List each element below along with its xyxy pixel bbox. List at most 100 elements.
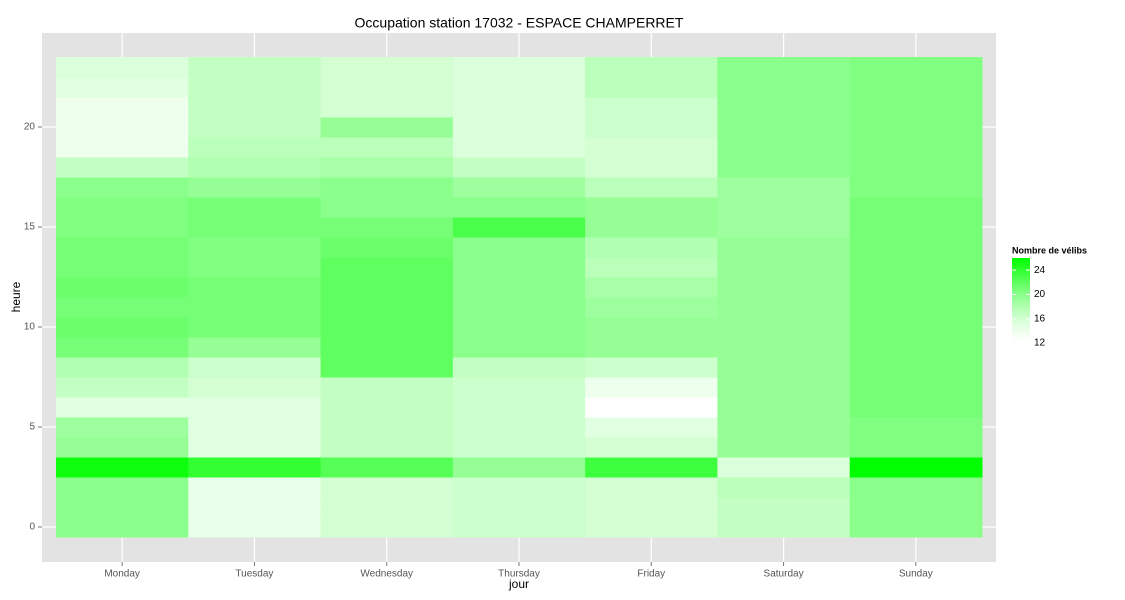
heat-cell <box>585 477 718 498</box>
heat-cell <box>849 77 983 98</box>
heat-cell <box>585 457 718 478</box>
colorbar-segment <box>1012 315 1030 318</box>
heat-cell <box>717 217 851 238</box>
heat-cell <box>452 117 586 138</box>
colorbar-segment <box>1012 264 1030 267</box>
colorbar-segment <box>1012 306 1030 310</box>
heat-cell <box>717 377 851 398</box>
heat-cell <box>56 217 189 238</box>
heat-cell <box>56 157 189 178</box>
heat-cell <box>585 257 718 278</box>
heat-cell <box>452 477 586 498</box>
heat-cell <box>56 357 189 378</box>
heat-cell <box>320 217 454 238</box>
heat-cell <box>452 57 586 78</box>
y-tick-label: 5 <box>29 422 35 433</box>
colorbar-segment <box>1012 296 1030 299</box>
heat-cell <box>320 237 454 258</box>
heat-cell <box>717 97 851 118</box>
heat-cell <box>717 157 851 178</box>
y-tick-label: 10 <box>24 322 36 333</box>
heat-cell <box>717 137 851 158</box>
heat-cell <box>717 497 851 518</box>
heat-cell <box>188 437 322 458</box>
heat-cell <box>585 277 718 298</box>
x-tick-label: Friday <box>637 569 665 580</box>
heat-cell <box>188 497 322 518</box>
heat-cell <box>585 117 718 138</box>
heat-cell <box>849 117 983 138</box>
heat-cell <box>849 57 983 78</box>
heat-cell <box>56 437 189 458</box>
heat-cell <box>452 277 586 298</box>
colorbar-segment <box>1012 275 1030 278</box>
colorbar-segment <box>1012 332 1030 335</box>
heat-cell <box>188 277 322 298</box>
heat-cell <box>188 197 322 218</box>
heat-cell <box>56 197 189 218</box>
heat-cell <box>452 237 586 258</box>
colorbar-segment <box>1012 338 1030 342</box>
heat-cell <box>188 177 322 198</box>
heat-cell <box>849 497 983 518</box>
heat-cell <box>188 77 322 98</box>
colorbar-segment <box>1012 334 1030 338</box>
colorbar-segment <box>1012 270 1030 274</box>
y-axis-title: heure <box>9 281 23 312</box>
heat-cell <box>849 377 983 398</box>
heat-cell <box>452 417 586 438</box>
x-tick-label: Saturday <box>764 569 804 580</box>
colorbar-segment <box>1012 321 1030 325</box>
heat-cell <box>320 417 454 438</box>
y-tick-label: 15 <box>24 222 36 233</box>
heat-cell <box>188 477 322 498</box>
colorbar-segment <box>1012 317 1030 321</box>
heat-cell <box>849 397 983 418</box>
heat-cell <box>452 357 586 378</box>
heat-cell <box>452 157 586 178</box>
heat-cell <box>717 117 851 138</box>
heat-cell <box>585 97 718 118</box>
colorbar-segment <box>1012 285 1030 289</box>
heat-cell <box>717 397 851 418</box>
heat-cell <box>452 457 586 478</box>
heat-cell <box>320 57 454 78</box>
heat-cell <box>452 77 586 98</box>
heat-cell <box>585 377 718 398</box>
heat-cell <box>717 477 851 498</box>
heat-cell <box>188 317 322 338</box>
legend-tick-label: 24 <box>1034 265 1046 276</box>
heat-cell <box>188 97 322 118</box>
heat-cell <box>56 57 189 78</box>
colorbar-segment <box>1012 266 1030 270</box>
heat-cell <box>452 97 586 118</box>
heat-cell <box>320 337 454 358</box>
colorbar-segment <box>1012 260 1030 263</box>
colorbar-segment <box>1012 313 1030 316</box>
heat-cell <box>452 337 586 358</box>
colorbar-segment <box>1012 289 1030 293</box>
heat-cell <box>56 377 189 398</box>
heat-cell <box>188 357 322 378</box>
heat-cell <box>717 437 851 458</box>
x-tick-label: Tuesday <box>235 569 273 580</box>
heat-cell <box>56 297 189 318</box>
x-axis-title: jour <box>508 577 529 591</box>
heat-cell <box>452 517 586 538</box>
heat-cell <box>320 517 454 538</box>
heat-cell <box>320 297 454 318</box>
heat-cell <box>849 257 983 278</box>
heat-cell <box>56 337 189 358</box>
colorbar-segment <box>1012 300 1030 304</box>
heat-cell <box>849 277 983 298</box>
x-tick-label: Thursday <box>498 569 540 580</box>
heat-cell <box>717 197 851 218</box>
heat-cell <box>320 97 454 118</box>
heat-cell <box>585 157 718 178</box>
heat-cell <box>188 297 322 318</box>
colorbar-segment <box>1012 326 1030 329</box>
heat-cell <box>717 57 851 78</box>
heat-cell <box>452 437 586 458</box>
heat-cell <box>849 477 983 498</box>
legend-tick-label: 20 <box>1034 289 1046 300</box>
